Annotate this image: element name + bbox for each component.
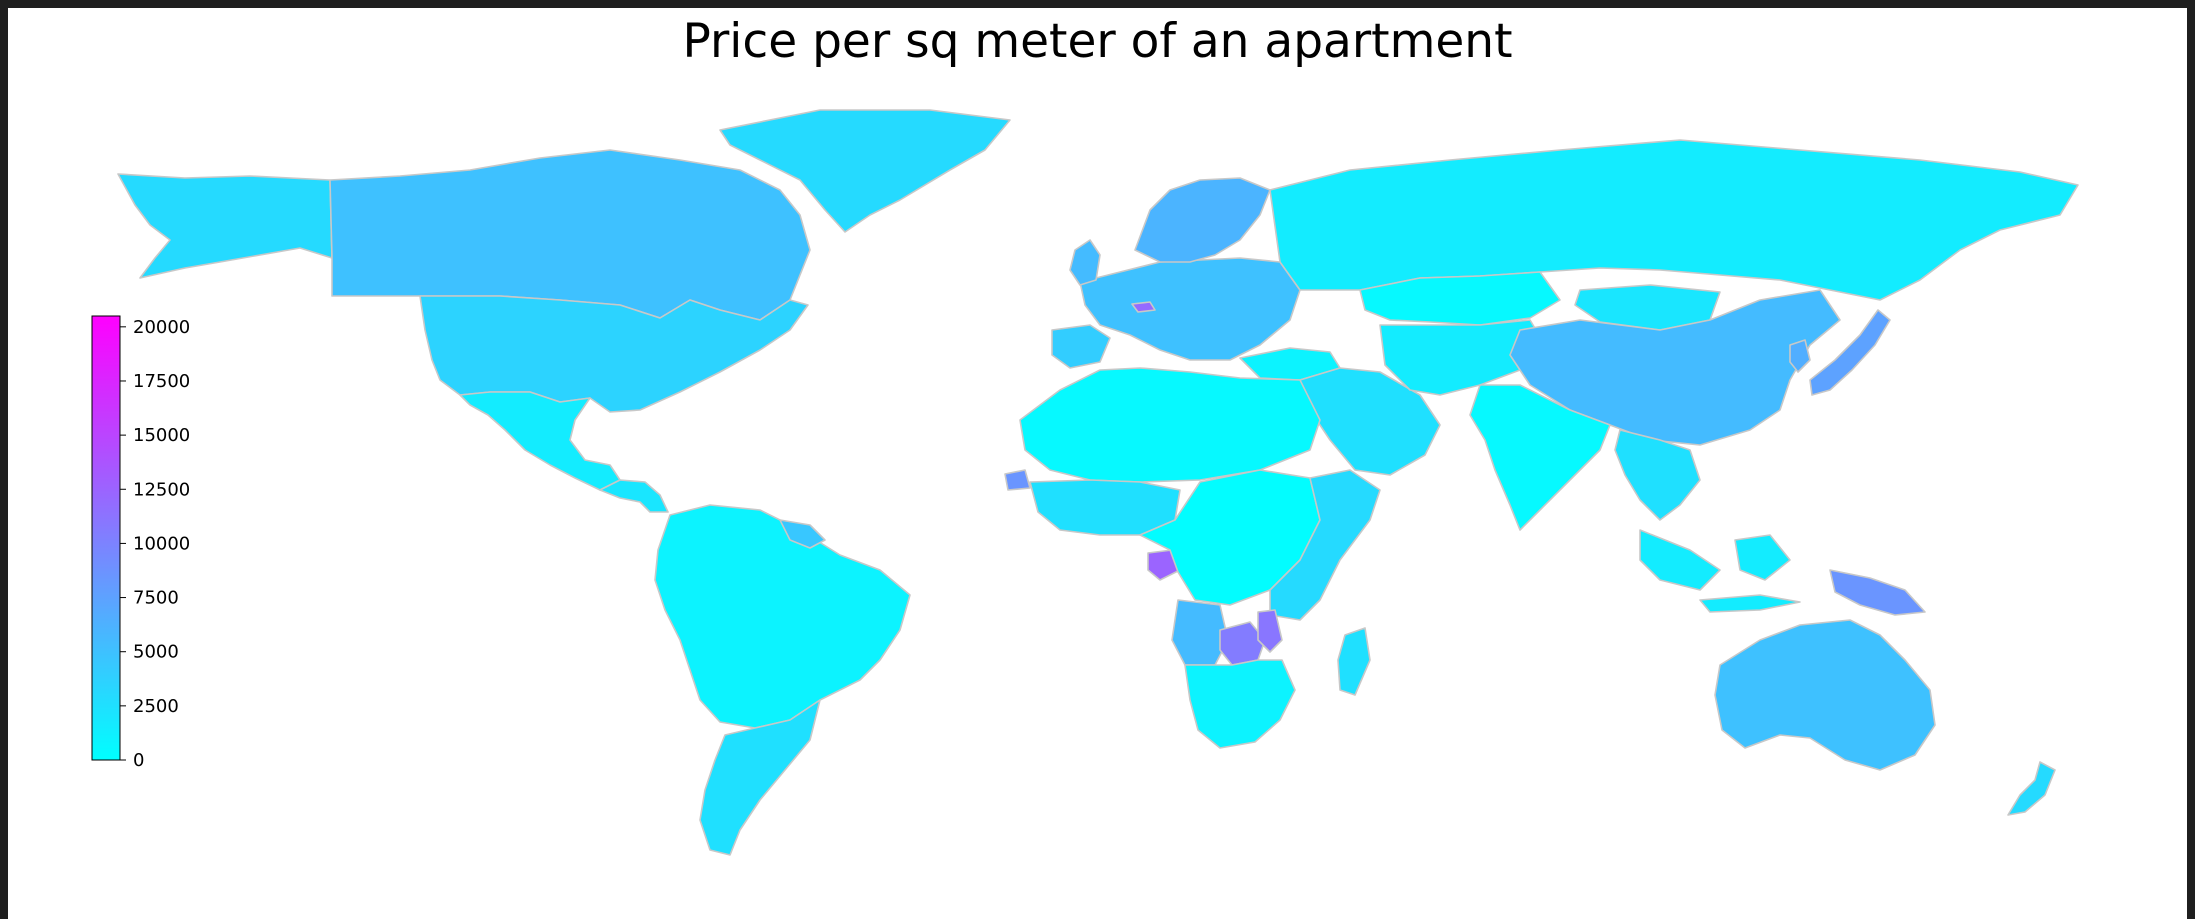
- map-title: Price per sq meter of an apartment: [682, 14, 1513, 69]
- colorbar-tick-label: 7500: [133, 588, 179, 609]
- colorbar-tick-label: 5000: [133, 642, 179, 663]
- region-central-america: [599, 479, 669, 513]
- region-mexico: [459, 391, 621, 491]
- figure: Price per sq meter of an apartment: [8, 8, 2187, 919]
- region-new-guinea: [1829, 569, 1926, 616]
- colorbar-tick-label: 10000: [133, 533, 190, 554]
- region-central-asia: [1379, 319, 1546, 396]
- region-senegal: [1004, 469, 1031, 491]
- region-india: [1469, 384, 1611, 531]
- region-united-kingdom: [1069, 239, 1101, 286]
- colorbar: 0 2500 5000 7500 10000 12500 15000 17500 20000: [91, 315, 190, 771]
- region-southern-africa: [1184, 659, 1296, 749]
- region-kazakhstan: [1359, 271, 1561, 326]
- region-east-africa: [1269, 469, 1381, 621]
- colorbar-gradient: [91, 315, 121, 761]
- region-guianas: [779, 519, 826, 549]
- colorbar-tick-label: 15000: [133, 425, 190, 446]
- region-russia: [1269, 139, 2079, 301]
- region-middle-east: [1299, 367, 1441, 476]
- region-switzerland: [1131, 301, 1156, 313]
- colorbar-tick-label: 17500: [133, 371, 190, 392]
- world-map: 0 2500 5000 7500 10000 12500 15000 17500 20000: [91, 109, 2079, 856]
- colorbar-tick-label: 20000: [133, 317, 190, 338]
- region-indonesia: [1639, 529, 1801, 613]
- region-new-zealand: [2007, 761, 2056, 816]
- region-japan: [1809, 309, 1891, 396]
- region-madagascar: [1337, 627, 1371, 696]
- region-scandinavia: [1134, 177, 1271, 263]
- region-europe: [1079, 257, 1301, 361]
- region-north-africa: [1019, 367, 1321, 483]
- region-australia: [1714, 619, 1936, 771]
- region-malawi: [1257, 609, 1283, 653]
- region-iberia: [1051, 324, 1111, 369]
- colorbar-tick-label: 2500: [133, 696, 179, 717]
- region-southeast-asia: [1614, 429, 1701, 521]
- colorbar-tick-label: 12500: [133, 479, 190, 500]
- colorbar-tick-label: 0: [133, 750, 144, 771]
- region-southern-cone: [699, 699, 821, 856]
- region-south-america: [654, 504, 911, 729]
- region-alaska: [117, 173, 333, 279]
- region-canada: [329, 149, 811, 321]
- region-greenland: [719, 109, 1011, 233]
- region-korea: [1789, 339, 1811, 373]
